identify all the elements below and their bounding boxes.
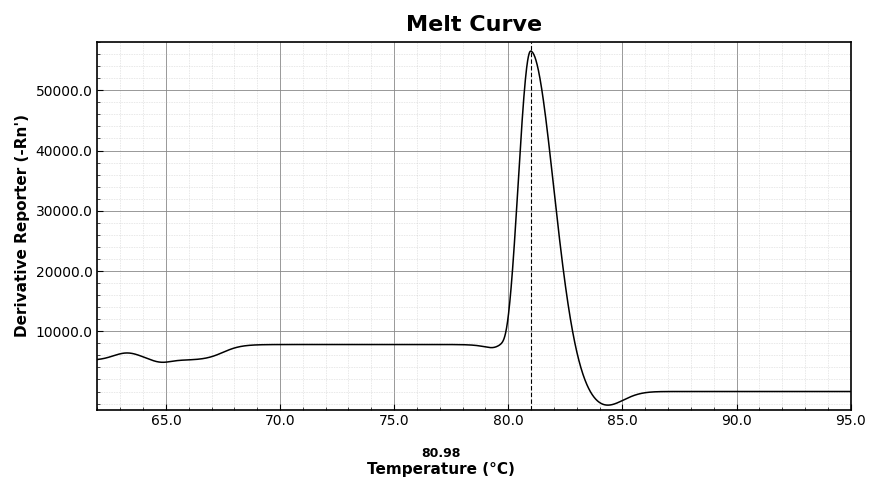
Title: Melt Curve: Melt Curve xyxy=(406,15,542,35)
Text: 80.98: 80.98 xyxy=(421,447,460,460)
Text: Temperature (°C): Temperature (°C) xyxy=(366,462,515,477)
Y-axis label: Derivative Reporter (-Rn'): Derivative Reporter (-Rn') xyxy=(15,114,30,337)
